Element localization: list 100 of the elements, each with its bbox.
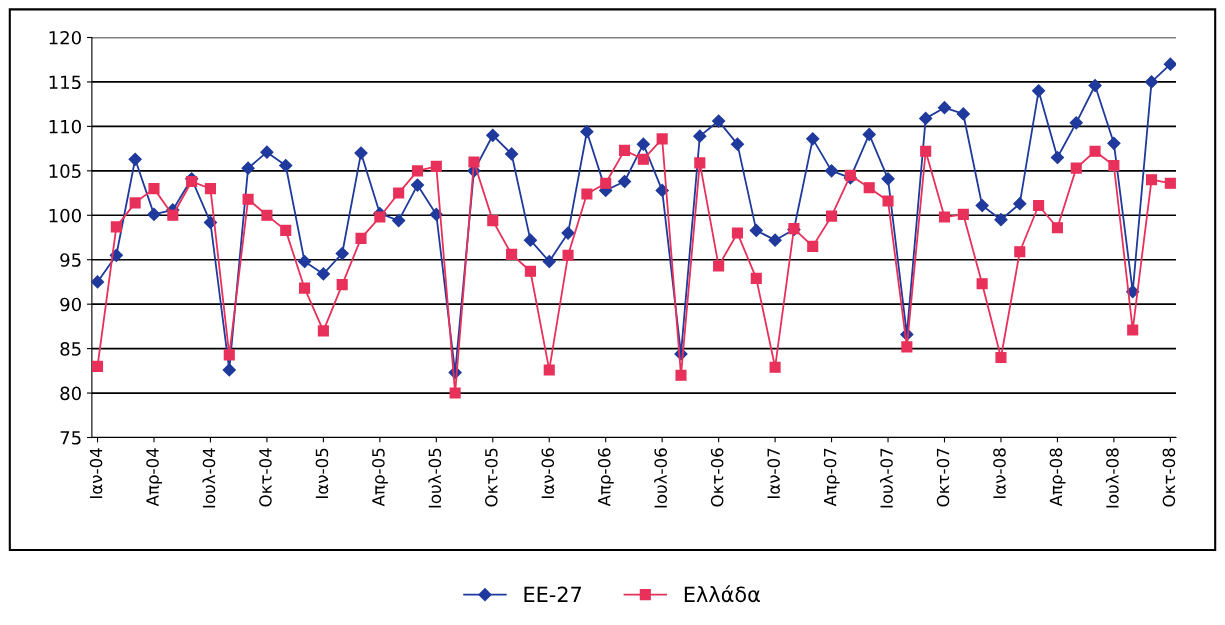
point xyxy=(956,107,970,121)
point xyxy=(730,137,745,151)
point xyxy=(617,174,632,189)
point xyxy=(110,221,122,233)
point xyxy=(261,209,273,221)
point xyxy=(317,325,329,337)
point xyxy=(995,351,1007,364)
point xyxy=(712,114,726,128)
y-tick-label: 120 xyxy=(49,30,81,45)
point xyxy=(449,387,461,399)
x-tick-label: Ιουλ-04 xyxy=(202,448,216,508)
point xyxy=(881,172,895,186)
point xyxy=(655,183,669,197)
point xyxy=(824,164,839,178)
point xyxy=(976,278,988,290)
x-tick-label: Οκτ-06 xyxy=(710,448,724,507)
point xyxy=(506,248,518,260)
x-tick-label: Απρ-06 xyxy=(597,448,614,507)
point xyxy=(411,165,424,177)
point xyxy=(863,182,875,194)
point xyxy=(542,254,556,269)
point xyxy=(91,275,105,289)
y-tick-label: 95 xyxy=(60,253,81,267)
y-tick-label: 115 xyxy=(49,75,81,90)
point xyxy=(1014,246,1026,258)
point xyxy=(128,152,142,166)
point xyxy=(1089,145,1101,157)
point xyxy=(316,267,330,281)
point xyxy=(581,188,593,200)
point xyxy=(1051,222,1063,234)
point xyxy=(937,101,952,115)
point xyxy=(524,265,536,277)
point xyxy=(523,233,538,247)
point xyxy=(1127,324,1139,336)
x-tick-label: Ιαν-05 xyxy=(315,448,329,499)
x-tick-label: Οκτ-08 xyxy=(1162,448,1176,507)
point xyxy=(355,232,367,244)
point xyxy=(1108,159,1120,172)
point xyxy=(222,363,236,377)
point xyxy=(430,160,442,172)
point xyxy=(562,249,574,261)
point xyxy=(769,361,781,373)
y-tick-label: 85 xyxy=(60,342,81,356)
point xyxy=(637,153,649,165)
x-tick-label: Απρ-04 xyxy=(146,448,163,507)
x-tick-label: Ιουλ-06 xyxy=(654,448,668,508)
point xyxy=(938,211,951,223)
point xyxy=(731,227,744,239)
point xyxy=(336,279,348,291)
point xyxy=(901,341,913,353)
y-tick-label: 90 xyxy=(60,297,81,312)
point xyxy=(1145,174,1158,186)
point xyxy=(957,208,969,220)
point xyxy=(975,198,989,213)
point xyxy=(768,233,782,247)
point xyxy=(920,145,932,157)
point xyxy=(468,156,480,168)
x-tick-label: Ιουλ-05 xyxy=(428,448,442,508)
point xyxy=(1070,162,1082,174)
point xyxy=(882,195,894,207)
x-tick-label: Ιαν-07 xyxy=(767,448,780,499)
point xyxy=(994,213,1008,227)
point xyxy=(279,158,293,173)
x-tick-label: Απρ-05 xyxy=(372,448,388,507)
point xyxy=(618,144,631,156)
y-tick-label: 105 xyxy=(49,164,81,178)
point xyxy=(1088,78,1102,93)
point xyxy=(675,369,687,381)
point xyxy=(749,223,763,237)
point xyxy=(486,128,500,142)
point xyxy=(147,207,161,221)
point xyxy=(636,137,650,151)
point xyxy=(1069,116,1083,130)
x-tick-label: Απρ-07 xyxy=(823,448,840,507)
x-tick-label: Απρ-08 xyxy=(1049,448,1066,507)
y-tick-label: 80 xyxy=(60,386,81,401)
x-tick-label: Ιαν-08 xyxy=(993,448,1006,499)
point xyxy=(487,215,499,227)
x-tick-label: Οκτ-07 xyxy=(936,448,950,507)
point xyxy=(410,178,425,192)
point xyxy=(167,209,179,221)
legend-label: Ελλάδα xyxy=(684,585,760,603)
point xyxy=(393,187,405,199)
point xyxy=(806,132,820,146)
point xyxy=(374,211,386,223)
point xyxy=(656,133,668,145)
point xyxy=(561,226,575,240)
point xyxy=(693,129,707,143)
point xyxy=(1033,199,1045,212)
point xyxy=(1163,57,1176,71)
legend-label: ΕΕ-27 xyxy=(524,586,582,602)
point xyxy=(1164,177,1176,189)
x-tick-label: Ιουλ-07 xyxy=(879,448,893,508)
y-tick-label: 100 xyxy=(49,208,81,223)
point xyxy=(1013,197,1027,211)
point xyxy=(242,193,254,205)
point xyxy=(580,125,594,139)
x-tick-label: Ιουλ-08 xyxy=(1105,448,1119,508)
point xyxy=(807,240,819,252)
point xyxy=(1032,84,1046,98)
